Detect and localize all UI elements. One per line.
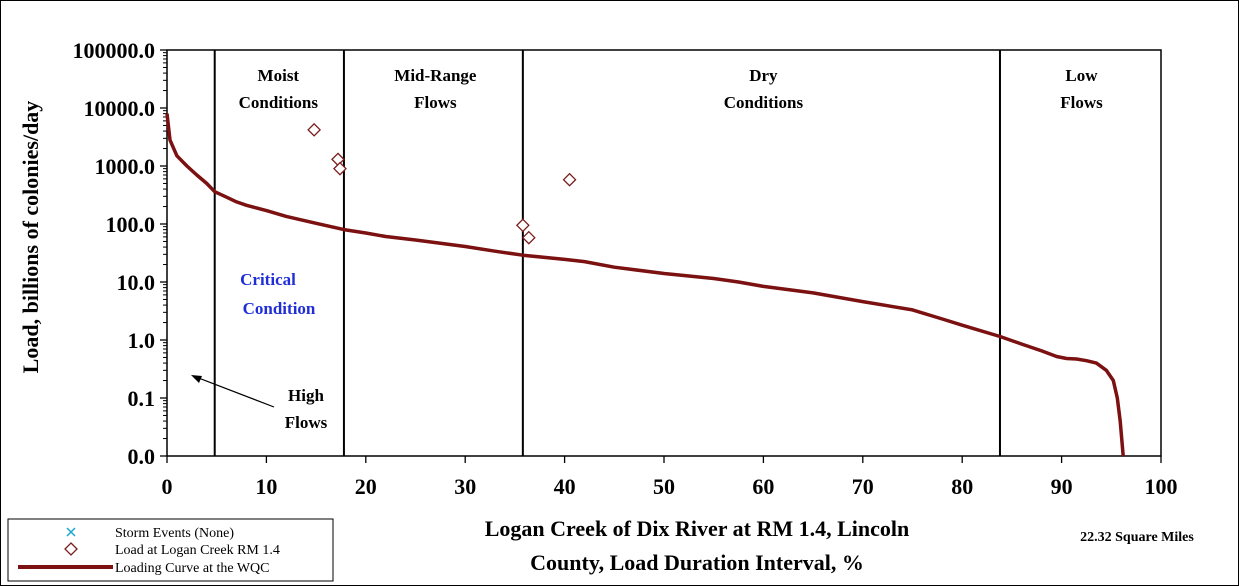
load-point xyxy=(562,172,577,187)
observation-points-layer xyxy=(307,122,577,245)
high-flows-arrow xyxy=(195,376,275,408)
region-label: Conditions xyxy=(724,93,804,112)
legend-box xyxy=(7,518,334,582)
y-axis-title: Load, billions of colonies/day xyxy=(18,101,43,374)
x-axis-title-line-2: County, Load Duration Interval, % xyxy=(530,550,864,575)
load-point xyxy=(515,218,530,233)
y-tick-label: 0.1 xyxy=(128,386,156,411)
load-point xyxy=(331,152,345,167)
load-point xyxy=(521,230,536,245)
region-labels: Moist Conditions Mid-Range Flows Dry Conditio… xyxy=(239,66,1103,112)
y-tick-label: 10000.0 xyxy=(84,96,156,121)
y-tick-label: 0.0 xyxy=(128,444,156,469)
legend-item-load-points: Load at Logan Creek RM 1.4 xyxy=(64,542,280,558)
region-label: Mid-Range xyxy=(394,66,477,85)
high-flows-annotation: High Flows xyxy=(191,375,328,432)
axes: 100000.0 10000.0 1000.0 100.0 10.0 1.0 0.1 0.00… xyxy=(73,38,1178,499)
diamond-marker-icon xyxy=(64,542,78,556)
x-tick-label: 40 xyxy=(554,474,576,499)
x-marker-icon xyxy=(66,527,76,537)
y-tick-label: 100000.0 xyxy=(73,38,156,63)
critical-condition-line-1: Critical xyxy=(240,270,296,289)
legend-label-loading-curve: Loading Curve at the WQC xyxy=(115,561,270,576)
load-point xyxy=(307,122,322,137)
region-label: Conditions xyxy=(239,93,319,112)
high-flows-label-line-2: Flows xyxy=(285,413,328,432)
x-tick-label: 70 xyxy=(852,474,874,499)
y-tick-label: 1.0 xyxy=(128,328,156,353)
high-flows-arrowhead xyxy=(191,375,202,383)
y-tick-label: 10.0 xyxy=(117,270,156,295)
region-label: Dry xyxy=(749,66,778,85)
high-flows-label-line-1: High xyxy=(288,386,324,405)
legend-label-load-points: Load at Logan Creek RM 1.4 xyxy=(115,543,280,558)
watershed-area-note: 22.32 Square Miles xyxy=(1080,530,1194,545)
y-tick-label: 100.0 xyxy=(106,212,156,237)
x-tick-label: 30 xyxy=(454,474,476,499)
region-label: Flows xyxy=(414,93,457,112)
x-tick-label: 20 xyxy=(355,474,377,499)
loading-curve-layer xyxy=(165,113,1125,457)
loading-curve-line xyxy=(165,113,1125,457)
legend-item-loading-curve: Loading Curve at the WQC xyxy=(18,561,270,576)
region-label: Flows xyxy=(1060,93,1103,112)
region-boundaries xyxy=(213,50,1001,456)
x-tick-label: 50 xyxy=(653,474,675,499)
x-tick-label: 100 xyxy=(1145,474,1178,499)
x-tick-label: 90 xyxy=(1051,474,1073,499)
load-point xyxy=(333,161,347,176)
legend-item-storm-events: Storm Events (None) xyxy=(66,526,234,541)
x-tick-label: 0 xyxy=(162,474,173,499)
y-tick-label: 1000.0 xyxy=(95,154,156,179)
region-label: Moist xyxy=(258,66,300,85)
region-label: Low xyxy=(1065,66,1098,85)
x-tick-label: 80 xyxy=(951,474,973,499)
x-axis-title-line-1: Logan Creek of Dix River at RM 1.4, Linc… xyxy=(485,516,910,541)
legend: Storm Events (None) Load at Logan Creek … xyxy=(7,518,334,582)
critical-condition-line-2: Condition xyxy=(243,299,316,318)
x-tick-label: 10 xyxy=(255,474,277,499)
x-tick-label: 60 xyxy=(752,474,774,499)
legend-label-storm-events: Storm Events (None) xyxy=(115,526,234,541)
